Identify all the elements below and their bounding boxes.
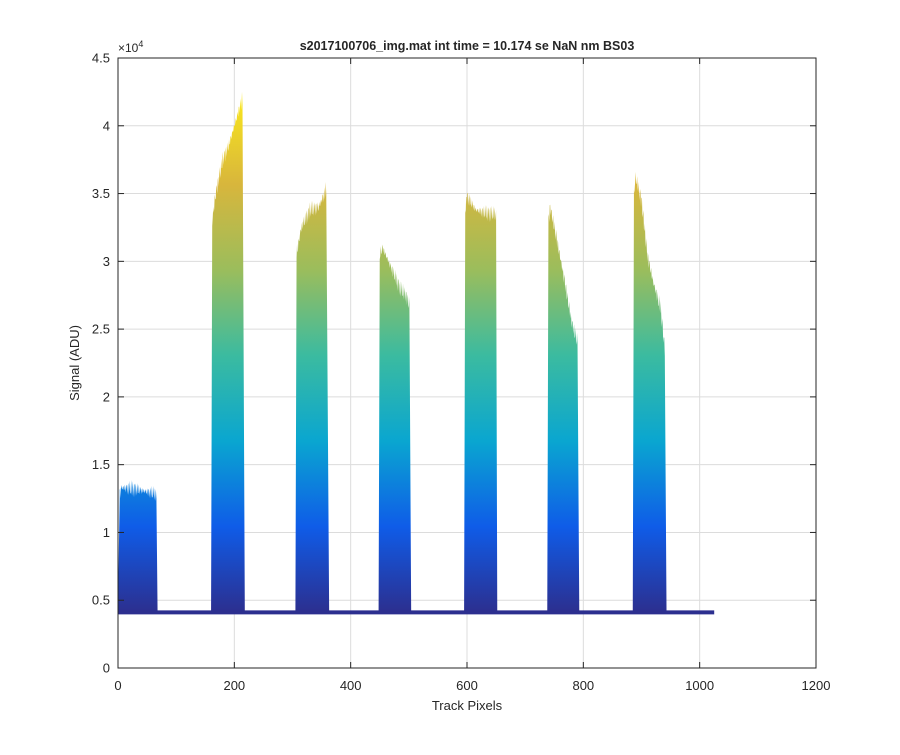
signal-band-3 — [295, 181, 330, 613]
signal-band-5 — [464, 192, 498, 613]
x-tick-label: 600 — [456, 678, 478, 693]
y-tick-label: 2.5 — [92, 322, 110, 337]
x-tick-label: 1200 — [802, 678, 831, 693]
y-exponent-power: 4 — [138, 39, 143, 49]
y-tick-label: 3 — [103, 254, 110, 269]
signal-band-2 — [211, 91, 245, 613]
signal-band-6 — [547, 204, 580, 613]
y-axis-label: Signal (ADU) — [67, 325, 82, 401]
chart-title: s2017100706_img.mat int time = 10.174 se… — [300, 39, 635, 53]
signal-band-4 — [378, 244, 412, 613]
y-tick-label: 4 — [103, 118, 110, 133]
y-tick-labels: 0 0.5 1 1.5 2 2.5 3 3.5 4 4.5 — [92, 51, 110, 676]
x-tick-label: 1000 — [685, 678, 714, 693]
axes — [117, 57, 817, 669]
x-tick-label: 200 — [223, 678, 245, 693]
y-exponent-base: ×10 — [118, 41, 139, 55]
signal-band-1 — [118, 480, 158, 613]
y-tick-label: 3.5 — [92, 186, 110, 201]
signal-band-7 — [632, 171, 667, 613]
x-tick-label: 800 — [572, 678, 594, 693]
y-tick-label: 1 — [103, 525, 110, 540]
x-axis-label: Track Pixels — [432, 698, 503, 713]
data-bands — [118, 91, 715, 615]
y-tick-label: 2 — [103, 389, 110, 404]
x-tick-label: 400 — [340, 678, 362, 693]
x-tick-labels: 0 200 400 600 800 1000 1200 — [114, 678, 830, 693]
y-tick-label: 0 — [103, 661, 110, 676]
x-tick-label: 0 — [114, 678, 121, 693]
y-tick-label: 1.5 — [92, 457, 110, 472]
y-tick-label: 4.5 — [92, 51, 110, 66]
y-exponent: ×104 — [118, 39, 143, 55]
y-tick-label: 0.5 — [92, 593, 110, 608]
